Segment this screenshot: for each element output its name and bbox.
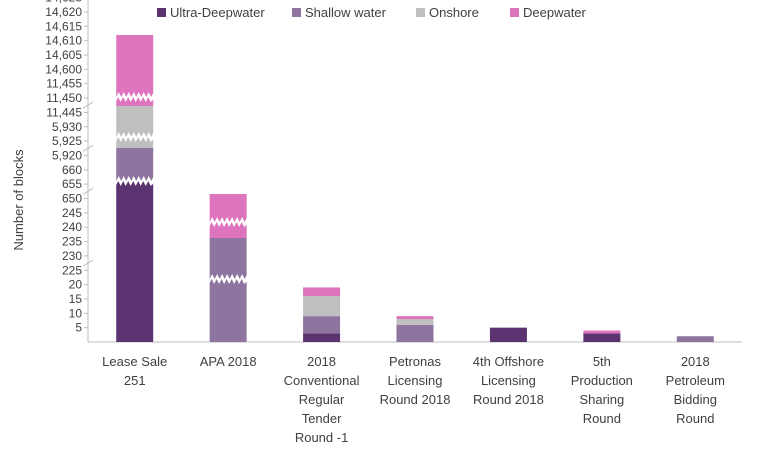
bar-segment-onshore — [396, 319, 434, 325]
bars — [116, 35, 714, 342]
y-axis-ticks: 51015202252302352402456506556605,9205,92… — [45, 0, 742, 343]
y-axis-break — [82, 101, 94, 109]
bar-segment-ultra-deepwater — [303, 333, 341, 342]
bar-segment-shallow-water — [676, 336, 714, 342]
legend-swatch — [510, 8, 519, 17]
legend-entry: Shallow water — [305, 5, 387, 20]
y-tick-label: 14,625 — [45, 0, 82, 5]
y-tick-label: 10 — [69, 306, 83, 320]
bar-break-mark — [206, 274, 250, 284]
y-tick-label: 235 — [62, 235, 82, 249]
bar-break-mark — [113, 176, 157, 186]
y-tick-label: 245 — [62, 206, 82, 220]
y-axis-break — [82, 144, 94, 152]
y-tick-label: 14,615 — [45, 19, 82, 33]
y-tick-label: 655 — [62, 177, 82, 191]
bar-segment-shallow-water — [209, 238, 247, 342]
y-tick-label: 11,450 — [46, 91, 82, 105]
y-tick-label: 15 — [69, 292, 83, 306]
legend-entry: Deepwater — [523, 5, 587, 20]
bar-segment-ultra-deepwater — [116, 181, 154, 342]
legend: Ultra-Deepwater Shallow water Onshore Deepw… — [157, 5, 587, 20]
y-tick-label: 20 — [69, 278, 83, 292]
y-axis-label: Number of blocks — [11, 149, 26, 251]
x-category-label: Lease Sale 251 — [102, 354, 167, 388]
y-tick-label: 5 — [75, 321, 82, 335]
y-tick-label: 14,610 — [45, 34, 82, 48]
bar-segment-ultra-deepwater — [489, 327, 527, 342]
y-tick-label: 5,925 — [52, 134, 82, 148]
y-tick-label: 230 — [62, 249, 82, 263]
bar-segment-ultra-deepwater — [583, 333, 621, 342]
bar-segment-onshore — [303, 296, 341, 317]
legend-swatch — [157, 8, 166, 17]
y-tick-label: 14,605 — [45, 48, 82, 62]
x-category-label: Petronas Licensing Round 2018 — [380, 354, 451, 407]
y-tick-label: 650 — [62, 192, 82, 206]
bar-segment-shallow-water — [116, 148, 154, 181]
legend-entry: Ultra-Deepwater — [170, 5, 265, 20]
bar-break-mark — [206, 217, 250, 227]
y-tick-label: 11,455 — [46, 77, 82, 91]
y-tick-label: 660 — [62, 163, 82, 177]
bar-break-mark — [113, 132, 157, 142]
bar-segment-shallow-water — [303, 316, 341, 334]
legend-swatch — [416, 8, 425, 17]
y-tick-label: 14,620 — [45, 5, 82, 19]
bar-segment-onshore — [116, 106, 154, 148]
x-category-label: 4th Offshore Licensing Round 2018 — [473, 354, 544, 407]
y-tick-label: 14,600 — [45, 62, 82, 76]
x-axis-labels: Lease Sale 251 APA 2018 2018 Conventional Reg… — [102, 354, 725, 445]
bar-segment-shallow-water — [396, 324, 434, 342]
bar-break-mark — [113, 92, 157, 102]
y-axis-break — [82, 259, 94, 267]
bar-segment-deepwater — [583, 330, 621, 334]
legend-swatch — [292, 8, 301, 17]
axis-breaks — [113, 92, 250, 284]
bar-segment-deepwater — [396, 316, 434, 320]
y-tick-label: 5,930 — [52, 120, 82, 134]
y-axis-break — [82, 187, 94, 195]
y-tick-label: 225 — [62, 263, 82, 277]
legend-entry: Onshore — [429, 5, 479, 20]
y-tick-label: 11,445 — [46, 105, 82, 119]
y-tick-label: 5,920 — [52, 148, 82, 162]
x-category-label: 2018 Petroleum Bidding Round — [666, 354, 725, 426]
x-category-label: APA 2018 — [200, 354, 257, 369]
bar-segment-deepwater — [303, 287, 341, 297]
bar-segment-deepwater — [209, 194, 247, 238]
x-category-label: 5th Production Sharing Round — [571, 354, 633, 426]
x-category-label: 2018 Conventional Regular Tender Round -1 — [284, 354, 360, 445]
y-tick-label: 240 — [62, 220, 82, 234]
